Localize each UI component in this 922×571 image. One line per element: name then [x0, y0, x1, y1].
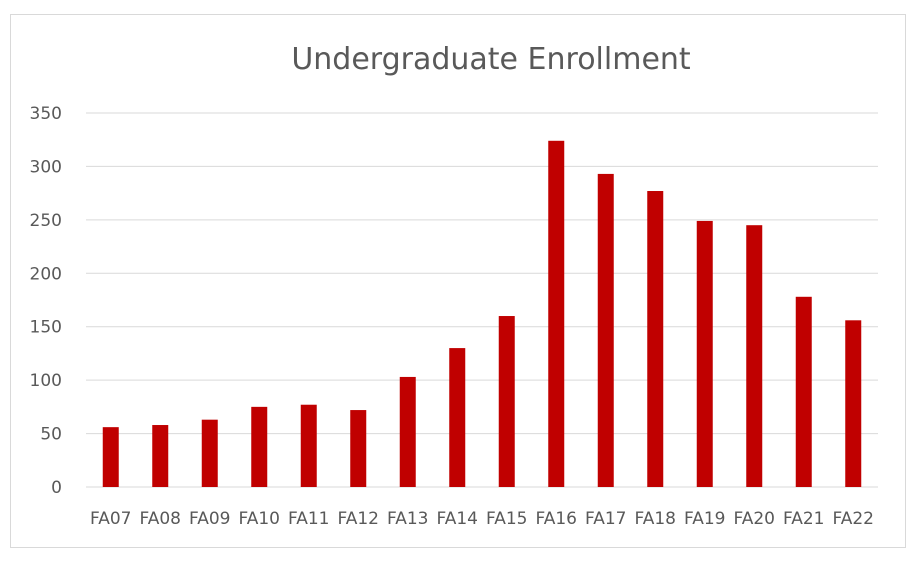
bar-fa20 [746, 225, 763, 487]
x-tick-label: FA08 [140, 509, 181, 529]
x-tick-label: FA07 [90, 509, 131, 529]
y-tick-label: 100 [30, 371, 62, 391]
chart-title: Undergraduate Enrollment [291, 42, 691, 77]
x-tick-label: FA16 [536, 509, 577, 529]
x-tick-label: FA09 [189, 509, 230, 529]
bar-fa22 [845, 320, 862, 487]
bar-fa15 [498, 316, 515, 487]
x-tick-label: FA13 [387, 509, 428, 529]
x-tick-label: FA12 [338, 509, 379, 529]
bar-fa10 [251, 406, 268, 487]
x-tick-label: FA19 [684, 509, 725, 529]
y-tick-label: 200 [30, 264, 62, 284]
x-tick-label: FA20 [734, 509, 775, 529]
y-tick-label: 150 [30, 318, 62, 338]
bar-fa09 [201, 419, 218, 487]
x-axis-tick-labels: FA07 FA08 FA09 FA10 FA11 FA12 FA13 FA14 FA15 FA16… [90, 509, 874, 529]
y-tick-label: 250 [30, 211, 62, 231]
bar-fa13 [399, 376, 416, 487]
bar-fa11 [300, 404, 317, 487]
y-tick-label: 0 [51, 478, 62, 498]
y-tick-label: 350 [30, 104, 62, 124]
bar-fa21 [795, 296, 812, 487]
x-tick-label: FA22 [833, 509, 874, 529]
bar-fa17 [597, 173, 614, 487]
x-tick-label: FA11 [288, 509, 329, 529]
x-tick-label: FA15 [486, 509, 527, 529]
y-tick-label: 300 [30, 157, 62, 177]
bars [102, 140, 862, 488]
bar-fa19 [696, 220, 713, 487]
x-tick-label: FA14 [437, 509, 478, 529]
x-tick-label: FA17 [585, 509, 626, 529]
y-tick-label: 50 [40, 425, 62, 445]
bar-fa16 [548, 140, 565, 488]
bar-fa08 [152, 425, 169, 487]
bar-fa12 [350, 410, 367, 487]
x-tick-label: FA21 [783, 509, 824, 529]
gridlines [86, 112, 878, 488]
y-axis-tick-labels: 0 50 100 150 200 250 300 350 [30, 104, 62, 498]
x-tick-label: FA10 [239, 509, 280, 529]
bar-fa07 [102, 427, 119, 487]
x-tick-label: FA18 [635, 509, 676, 529]
bar-fa18 [647, 191, 664, 487]
bar-fa14 [449, 348, 466, 487]
